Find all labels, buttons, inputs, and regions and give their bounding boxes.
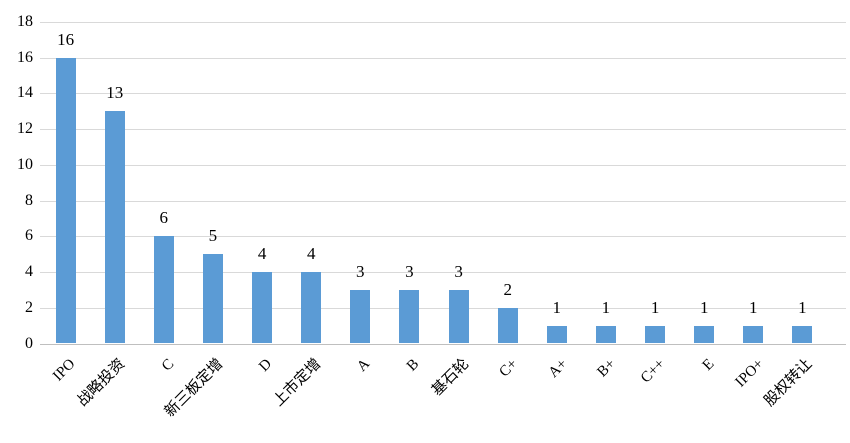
gridline (40, 272, 846, 274)
x-axis-label: 上市定增 (270, 356, 325, 410)
bar (645, 325, 666, 344)
bar-value-label: 2 (503, 279, 512, 299)
x-axis-label: D (256, 356, 276, 375)
y-axis-tick-label: 12 (17, 120, 33, 138)
gridline (40, 57, 846, 59)
x-axis-label: C (158, 356, 178, 375)
gridline (40, 236, 846, 238)
bar (55, 57, 76, 344)
bar (694, 325, 715, 344)
y-axis-tick-label: 6 (25, 227, 33, 245)
x-axis-label: C++ (638, 356, 669, 387)
x-axis-label: 股权转让 (761, 356, 816, 410)
y-axis-tick-label: 18 (17, 13, 33, 30)
gridline (40, 164, 846, 166)
y-axis-tick-label: 0 (25, 334, 33, 352)
y-axis-tick-label: 4 (25, 263, 33, 281)
x-axis-label: E (699, 356, 718, 374)
bar-value-label: 4 (257, 244, 267, 264)
x-axis-label: A (354, 356, 374, 375)
bar-value-label: 1 (552, 297, 562, 317)
x-axis-label: B (404, 356, 423, 375)
gridline (40, 129, 846, 131)
bar-value-label: 16 (57, 29, 75, 49)
bar-value-label: 4 (306, 244, 316, 264)
bar (448, 289, 469, 344)
y-axis-tick-label: 2 (25, 298, 33, 316)
y-axis-tick-label: 8 (25, 191, 33, 209)
bar-value-label: 1 (798, 297, 807, 317)
x-axis-label: 战略投资 (74, 356, 129, 410)
gridline (40, 200, 846, 202)
bar (301, 272, 322, 344)
x-axis-label: C+ (496, 356, 522, 381)
gridline (40, 93, 846, 95)
x-axis-label: A+ (545, 356, 571, 381)
bar-value-label: 3 (405, 261, 414, 281)
x-axis-label: B+ (594, 356, 620, 381)
bar (350, 289, 371, 344)
bar-value-label: 6 (159, 208, 169, 228)
gridline (40, 307, 846, 309)
y-axis-tick-label: 16 (17, 48, 33, 66)
bar (792, 325, 813, 344)
bar (104, 111, 125, 344)
y-axis-tick-label: 10 (17, 155, 33, 173)
bar (202, 254, 223, 344)
bar-value-label: 1 (699, 297, 709, 317)
bar (252, 272, 273, 344)
bar (595, 325, 616, 344)
bar-value-label: 1 (749, 297, 758, 317)
y-axis-tick-label: 14 (17, 84, 33, 102)
bar-value-label: 13 (106, 83, 124, 103)
x-axis-label: IPO (50, 356, 79, 385)
bar (546, 325, 567, 344)
bar-value-label: 3 (454, 261, 463, 281)
bar-value-label: 1 (650, 297, 660, 317)
gridline (40, 22, 846, 23)
x-axis-label: 基石轮 (428, 356, 472, 400)
bar-value-label: 3 (356, 261, 365, 281)
x-axis-line (40, 343, 846, 345)
bar (743, 325, 764, 344)
bar (497, 307, 518, 344)
bar-value-label: 5 (208, 226, 218, 246)
bar-value-label: 1 (601, 297, 611, 317)
x-axis-label: IPO+ (732, 356, 767, 391)
bar (153, 236, 174, 344)
bar (399, 289, 420, 344)
